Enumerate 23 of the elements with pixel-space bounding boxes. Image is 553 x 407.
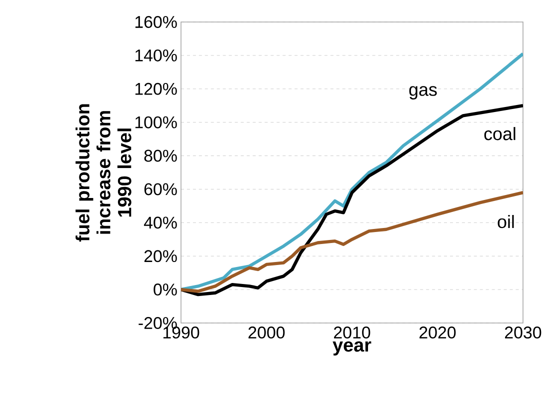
x-tick-label: 2010 xyxy=(334,326,370,339)
y-tick-label: 0% xyxy=(154,284,177,296)
y-tick-label: 20% xyxy=(144,250,177,262)
y-tick-label: 100% xyxy=(135,116,177,128)
y-tick-label: 80% xyxy=(144,150,177,162)
y-tick-label: 60% xyxy=(144,183,177,196)
y-tick-label: 40% xyxy=(144,216,177,229)
line-series xyxy=(181,190,523,293)
x-tick-label: 1990 xyxy=(163,326,200,339)
series-label: oil xyxy=(498,214,514,228)
x-tick-label: 2030 xyxy=(505,326,542,339)
x-axis-title: year xyxy=(332,341,372,356)
y-tick-label: -20% xyxy=(138,317,177,329)
line-series xyxy=(181,52,523,292)
y-tick-label: 120% xyxy=(135,82,177,95)
series-label: gas xyxy=(409,86,437,100)
y-tick-label: 140% xyxy=(135,49,177,62)
x-tick-label: 2000 xyxy=(248,326,285,339)
y-axis-title: fuel production increase from 1990 level xyxy=(76,104,132,242)
series-label: coal xyxy=(484,127,516,140)
x-tick-label: 2020 xyxy=(420,326,456,339)
y-tick-label: 160% xyxy=(135,16,177,28)
line-series xyxy=(181,104,523,296)
